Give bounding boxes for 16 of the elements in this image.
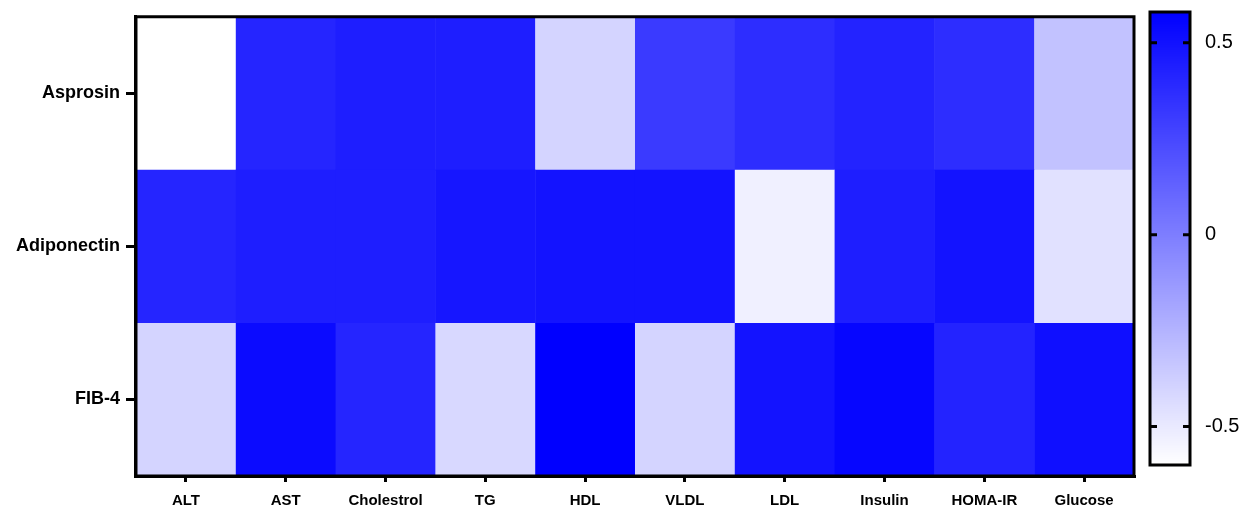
x-tick-label: LDL [770,491,800,509]
y-tick-label: Asprosin [41,82,120,103]
x-tick-label: HOMA-IR [951,491,1018,509]
x-tick-label: Cholestrol [348,491,423,509]
x-tick-label: TG [474,491,496,509]
x-tick-label: AST [270,491,301,509]
y-tick-label: Adiponectin [15,235,120,256]
color-bar-label: 0.5 [1205,30,1233,53]
x-tick-label: ALT [171,491,200,509]
x-tick-label: Insulin [860,491,909,509]
color-bar-label: 0 [1205,222,1217,245]
y-tick-label: FIB-4 [74,388,120,409]
x-tick-label: VLDL [665,491,705,509]
x-tick-label: HDL [569,491,601,509]
x-tick-label: Glucose [1054,491,1114,509]
color-bar-label: -0.5 [1205,414,1240,437]
